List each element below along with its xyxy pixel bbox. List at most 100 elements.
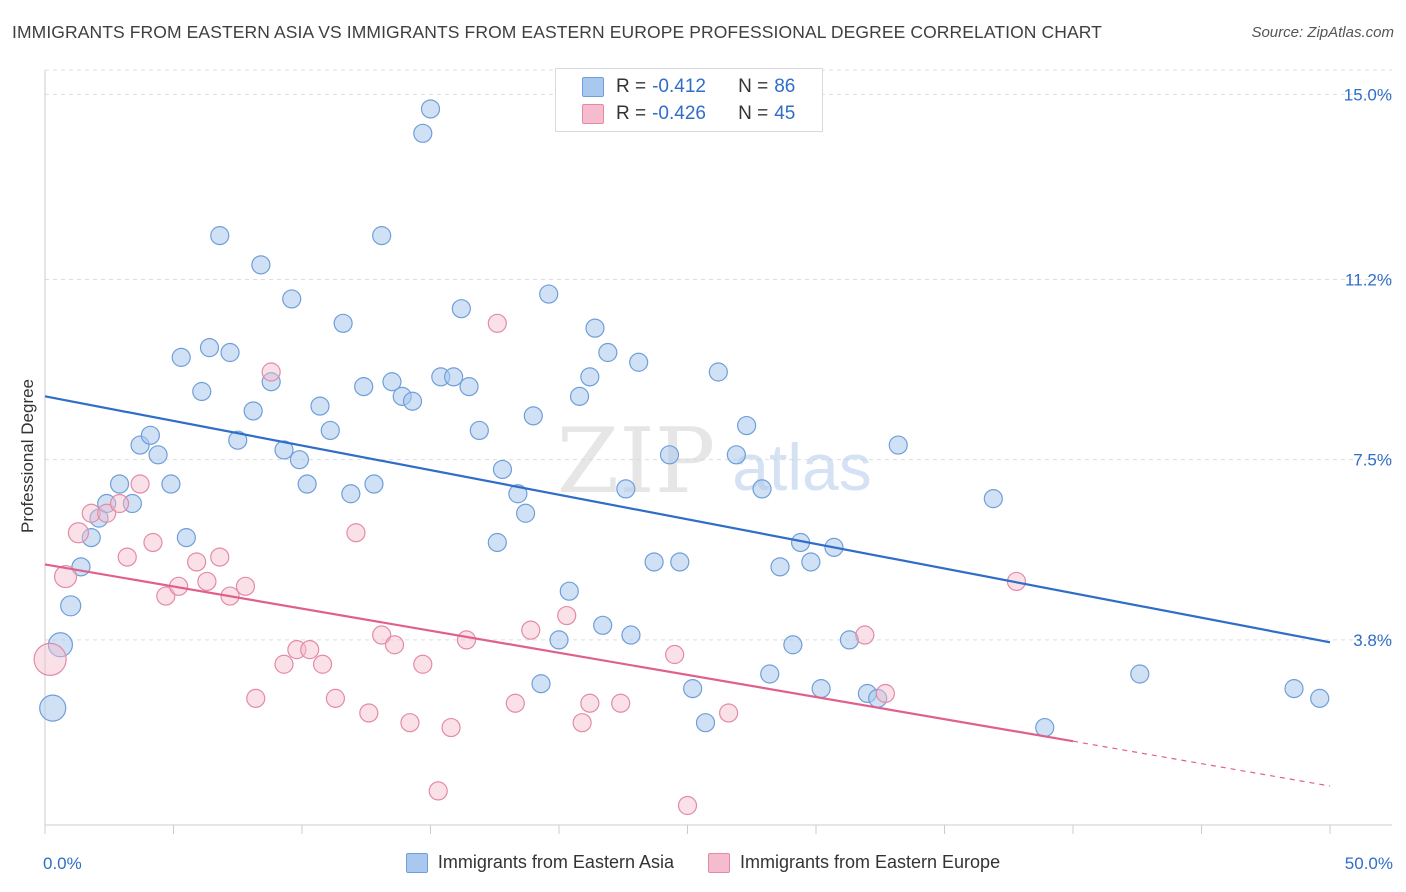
- data-point-eastern-asia: [354, 377, 374, 397]
- data-point-eastern-europe: [300, 640, 320, 660]
- data-point-eastern-asia: [515, 503, 536, 523]
- data-point-eastern-asia: [444, 367, 464, 387]
- data-point-eastern-asia: [459, 377, 479, 397]
- data-point-eastern-asia: [539, 284, 559, 304]
- data-point-eastern-asia: [598, 342, 618, 363]
- data-point-eastern-europe: [665, 644, 685, 665]
- data-point-eastern-europe: [156, 586, 176, 606]
- y-tick-label: 7.5%: [1353, 451, 1392, 470]
- data-point-eastern-asia: [621, 625, 641, 645]
- data-point-eastern-asia: [199, 338, 220, 358]
- legend-n-value: 45: [774, 103, 796, 124]
- data-point-eastern-asia: [659, 445, 680, 465]
- data-point-eastern-asia: [274, 440, 294, 460]
- data-point-eastern-asia: [770, 557, 790, 577]
- data-point-eastern-asia: [801, 552, 821, 572]
- legend-n-value: 86: [774, 76, 796, 97]
- data-point-eastern-europe: [143, 532, 163, 553]
- data-point-eastern-europe: [855, 625, 875, 645]
- grid-lines: [45, 69, 1392, 641]
- data-point-eastern-asia: [983, 489, 1003, 509]
- trendline-eastern-europe: [44, 563, 1074, 743]
- data-point-eastern-europe: [557, 605, 577, 626]
- data-point-eastern-europe: [81, 503, 101, 523]
- data-point-eastern-asia: [60, 595, 82, 617]
- data-point-eastern-europe: [487, 313, 507, 333]
- data-point-eastern-asia: [593, 615, 613, 635]
- data-point-eastern-europe: [413, 654, 433, 674]
- data-point-eastern-asia: [616, 479, 636, 499]
- data-point-eastern-asia: [161, 474, 181, 494]
- legend-n-label: N =: [738, 76, 769, 97]
- data-point-eastern-asia: [320, 420, 340, 441]
- y-tick-label: 3.8%: [1353, 631, 1392, 650]
- data-point-eastern-asia: [364, 474, 384, 494]
- data-point-eastern-asia: [171, 347, 191, 367]
- data-point-eastern-asia: [109, 474, 130, 494]
- data-point-eastern-asia: [487, 532, 507, 553]
- data-point-eastern-europe: [400, 713, 420, 733]
- data-point-eastern-europe: [346, 523, 366, 543]
- legend-swatch-pink: [707, 852, 730, 873]
- data-point-eastern-asia: [492, 459, 513, 480]
- trendline-eastern-asia: [44, 395, 1331, 644]
- data-point-eastern-asia: [469, 420, 489, 441]
- data-point-eastern-asia: [531, 674, 551, 694]
- chart-title: IMMIGRANTS FROM EASTERN ASIA VS IMMIGRAN…: [12, 22, 1102, 42]
- legend-r-value: -0.426: [652, 103, 706, 124]
- data-point-eastern-asia: [176, 528, 196, 548]
- data-point-eastern-europe: [187, 552, 207, 572]
- data-point-eastern-europe: [505, 693, 525, 713]
- data-point-eastern-asia: [140, 425, 160, 445]
- data-point-eastern-asia: [251, 255, 271, 275]
- legend-row-eastern-europe: R = -0.426 N = 45: [582, 102, 795, 126]
- legend-r-value: -0.412: [652, 76, 706, 97]
- legend-label-eastern-europe: Immigrants from Eastern Europe: [739, 852, 1001, 872]
- data-point-eastern-europe: [261, 362, 281, 382]
- trendline-eastern-europe-extension: [1072, 740, 1331, 787]
- data-point-eastern-asia: [559, 581, 579, 601]
- legend-item-eastern-europe[interactable]: Immigrants from Eastern Europe: [707, 852, 1001, 873]
- data-point-eastern-europe: [372, 625, 392, 645]
- data-point-eastern-asia: [261, 372, 281, 392]
- data-point-eastern-asia: [695, 713, 716, 733]
- source-credit: Source: ZipAtlas.com: [1251, 24, 1394, 41]
- legend-swatch-blue: [582, 77, 604, 97]
- series-eastern-europe-points: [33, 313, 1027, 816]
- data-point-eastern-asia: [629, 352, 649, 372]
- data-point-eastern-europe: [521, 620, 541, 640]
- legend-row-eastern-asia: R = -0.412 N = 86: [582, 75, 795, 99]
- watermark: ZIP atlas: [557, 409, 872, 514]
- legend-r-label: R =: [616, 76, 647, 97]
- data-point-eastern-asia: [585, 318, 605, 338]
- axes: [44, 70, 1392, 834]
- data-point-eastern-asia: [760, 664, 780, 684]
- series-legend: Immigrants from Eastern Asia Immigrants …: [0, 852, 1406, 873]
- legend-item-eastern-asia[interactable]: Immigrants from Eastern Asia: [405, 852, 674, 873]
- data-point-eastern-asia: [708, 362, 728, 382]
- data-point-eastern-europe: [210, 547, 230, 567]
- data-point-eastern-asia: [726, 445, 746, 465]
- data-point-eastern-asia: [508, 484, 528, 504]
- data-point-eastern-asia: [839, 630, 860, 650]
- data-point-eastern-asia: [228, 430, 248, 450]
- data-point-eastern-asia: [192, 381, 212, 402]
- data-point-eastern-asia: [451, 299, 471, 319]
- data-point-eastern-asia: [644, 552, 664, 572]
- data-point-eastern-asia: [333, 313, 353, 333]
- data-point-eastern-asia: [47, 632, 74, 658]
- data-point-eastern-asia: [243, 401, 263, 421]
- data-point-eastern-europe: [97, 503, 117, 523]
- data-point-eastern-asia: [569, 386, 590, 406]
- data-point-eastern-europe: [875, 683, 895, 704]
- data-point-eastern-asia: [402, 391, 423, 411]
- data-point-eastern-asia: [683, 679, 703, 699]
- data-point-eastern-asia: [289, 450, 310, 470]
- data-point-eastern-asia: [310, 396, 330, 416]
- trendlines: [44, 395, 1331, 787]
- data-point-eastern-europe: [197, 571, 217, 592]
- stats-legend: R = -0.412 N = 86 R = -0.426 N = 45: [555, 68, 823, 132]
- data-point-eastern-asia: [549, 630, 569, 650]
- data-point-eastern-asia: [888, 435, 908, 455]
- data-point-eastern-asia: [413, 123, 433, 143]
